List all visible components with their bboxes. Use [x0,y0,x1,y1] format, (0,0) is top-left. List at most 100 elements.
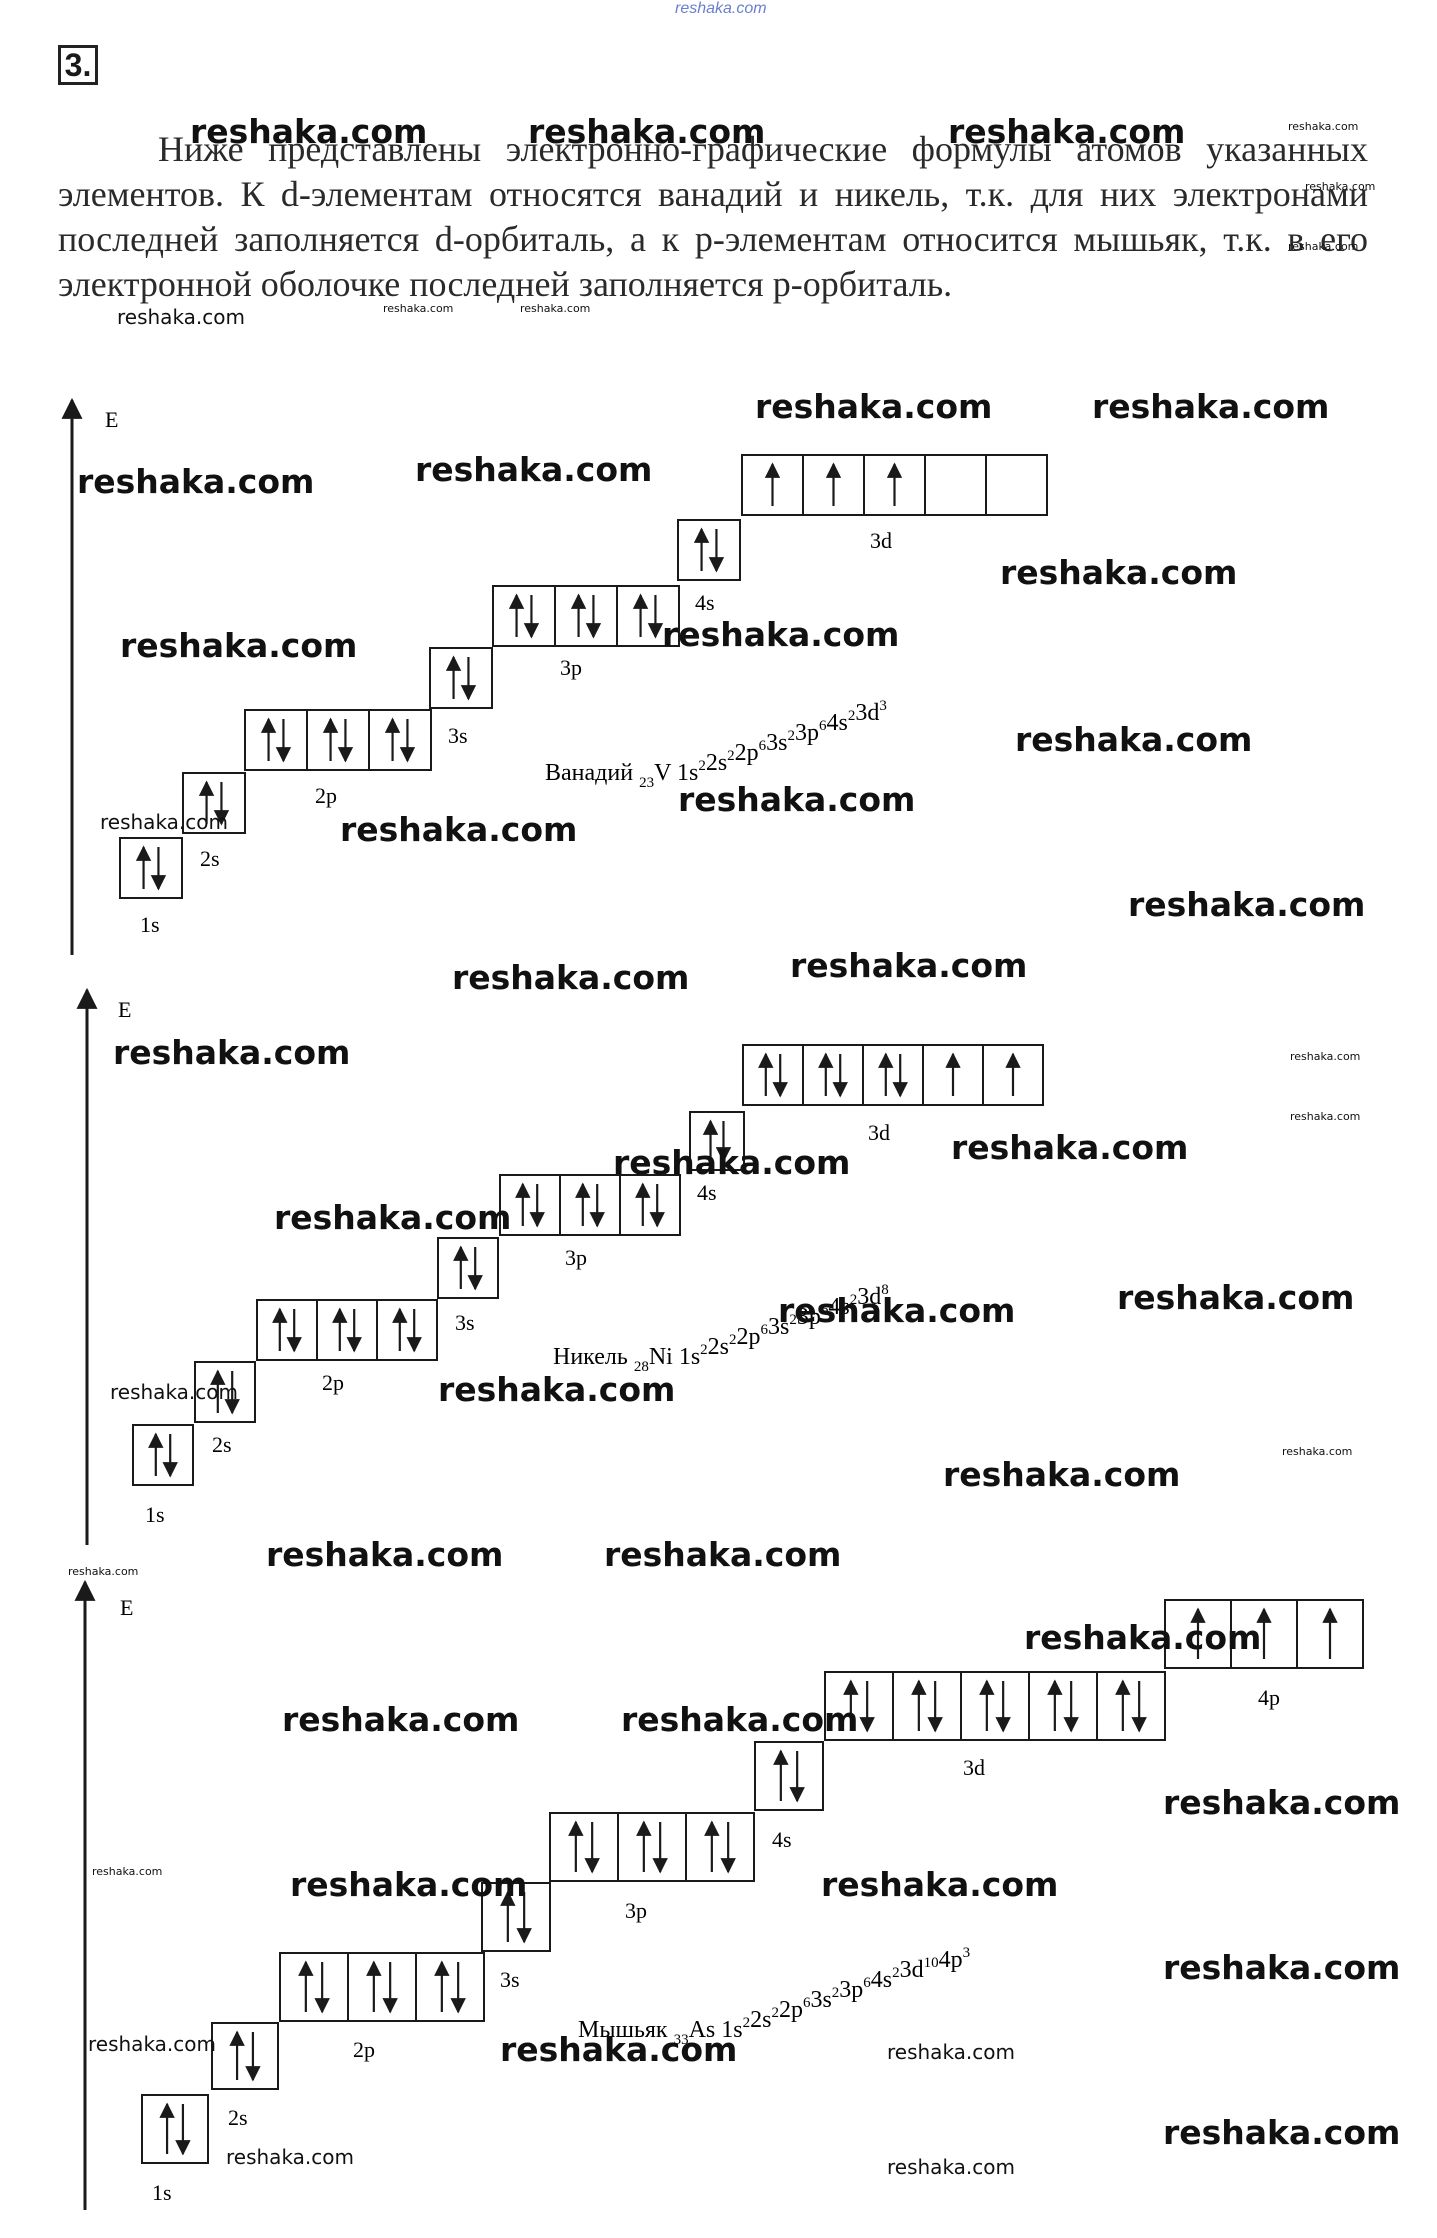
watermark: reshaka.com [1305,180,1376,193]
sublevel-label: 2s [200,846,220,871]
watermark: reshaka.com [266,1535,504,1574]
sublevel-3p: 3p [499,1174,681,1270]
orbital-box [1164,1599,1364,1669]
watermark: reshaka.com [88,2032,216,2056]
sublevel-4p: 4p [1164,1599,1364,1710]
watermark: reshaka.com [1092,387,1330,426]
sublevel-label: 4s [697,1180,717,1205]
sublevel-3s: 3s [429,647,493,748]
sublevel-4s: 4s [677,519,741,615]
sublevel-label: 4s [772,1827,792,1852]
orbital-box [677,519,741,581]
watermark: reshaka.com [226,2145,354,2169]
watermark: reshaka.com [613,1143,851,1182]
watermark: reshaka.com [778,1291,1016,1330]
watermark: reshaka.com [528,112,766,151]
sublevel-label: 3d [870,528,892,553]
sublevel-2p: 2p [244,709,432,808]
watermark: reshaka.com [438,1370,676,1409]
sublevel-label: 2p [322,1370,344,1395]
orbital-box [742,1044,1044,1106]
watermark: reshaka.com [1163,2113,1401,2152]
watermark: reshaka.com [678,780,916,819]
diagram-nickel: E 1s 2s 2p 3s 3p 4s 3d Никель 28Ni 1s22s22p63s23… [76,987,1044,1545]
site-header-link[interactable]: reshaka.com [675,0,767,17]
watermark: reshaka.com [1128,885,1366,924]
watermark: reshaka.com [340,810,578,849]
sublevel-label: 1s [145,1502,165,1527]
sublevel-2p: 2p [256,1299,438,1395]
watermark: reshaka.com [110,1380,238,1404]
sublevel-label: 4s [695,590,715,615]
watermark: reshaka.com [1282,1445,1353,1458]
orbital-box [549,1812,755,1882]
orbital-box [429,647,493,709]
watermark: reshaka.com [1163,1783,1401,1822]
sublevel-label: 3d [963,1755,985,1780]
watermark: reshaka.com [77,462,315,501]
watermark: reshaka.com [1015,720,1253,759]
sublevel-label: 3d [868,1120,890,1145]
watermark: reshaka.com [951,1128,1189,1167]
sublevel-label: 1s [140,912,160,937]
orbital-box [141,2094,209,2164]
sublevel-1s: 1s [119,837,183,937]
orbital-box [824,1671,1166,1741]
orbital-box [279,1952,485,2022]
watermark: reshaka.com [113,1033,351,1072]
orbital-box [132,1424,194,1486]
watermark: reshaka.com [790,946,1028,985]
task-number: 3. [58,45,98,85]
orbital-box [492,585,680,647]
sublevel-3d: 3d [742,1044,1044,1145]
orbital-box [481,1882,551,1952]
sublevel-1s: 1s [132,1424,194,1527]
orbital-box [689,1111,745,1171]
sublevel-2s: 2s [194,1361,256,1457]
orbital-box [244,709,432,771]
sublevel-label: 4p [1258,1685,1280,1710]
watermark: reshaka.com [120,626,358,665]
intro-paragraph: Ниже представлены электронно-графические… [58,129,1368,304]
orbital-box [437,1237,499,1299]
watermark: reshaka.com [190,112,428,151]
watermark: reshaka.com [500,2030,738,2069]
watermark: reshaka.com [662,615,900,654]
orbital-box [741,454,1048,516]
sublevel-label: 1s [152,2180,172,2205]
watermark: reshaka.com [948,112,1186,151]
sublevel-4s: 4s [689,1111,745,1205]
sublevel-3d: 3d [741,454,1048,553]
watermark: reshaka.com [92,1865,163,1878]
watermark: reshaka.com [274,1198,512,1237]
sublevel-3s: 3s [481,1882,551,1992]
watermark: reshaka.com [755,387,993,426]
diagram-arsenic: E 1s 2s 2p 3s 3p 4s 3d 4p Мышьяк 33As 1s22s22p63s… [74,1579,1364,2210]
sublevel-2s: 2s [211,2022,279,2130]
sublevel-label: 2p [315,783,337,808]
watermark: reshaka.com [943,1455,1181,1494]
watermark: reshaka.com [887,2155,1015,2179]
orbital-box [119,837,183,899]
electron-formula: Ванадий 23V 1s22s22p63s23p64s23d3 [545,698,887,791]
electron-formula: Никель 28Ni 1s22s22p63s23p64s23d8 [553,1282,889,1375]
sublevel-label: 2p [353,2037,375,2062]
watermark: reshaka.com [604,1535,842,1574]
watermark: reshaka.com [282,1700,520,1739]
watermark: reshaka.com [1290,1050,1361,1063]
watermark: reshaka.com [821,1865,1059,1904]
watermark: reshaka.com [1163,1948,1401,1987]
diagram-vanadium: E 1s 2s 2p 3s 3p 4s 3d Ванадий 23V 1s22s22p63s23… [61,397,1048,955]
orbital-box [182,772,246,834]
watermark: reshaka.com [520,302,591,315]
watermark: reshaka.com [1117,1278,1355,1317]
orbital-box [754,1741,824,1811]
energy-axis-label: E [105,407,118,432]
watermark: reshaka.com [1288,120,1359,133]
sublevel-3s: 3s [437,1237,499,1335]
sublevel-2p: 2p [279,1952,485,2062]
orbital-box [499,1174,681,1236]
watermark: reshaka.com [887,2040,1015,2064]
sublevel-label: 2s [212,1432,232,1457]
